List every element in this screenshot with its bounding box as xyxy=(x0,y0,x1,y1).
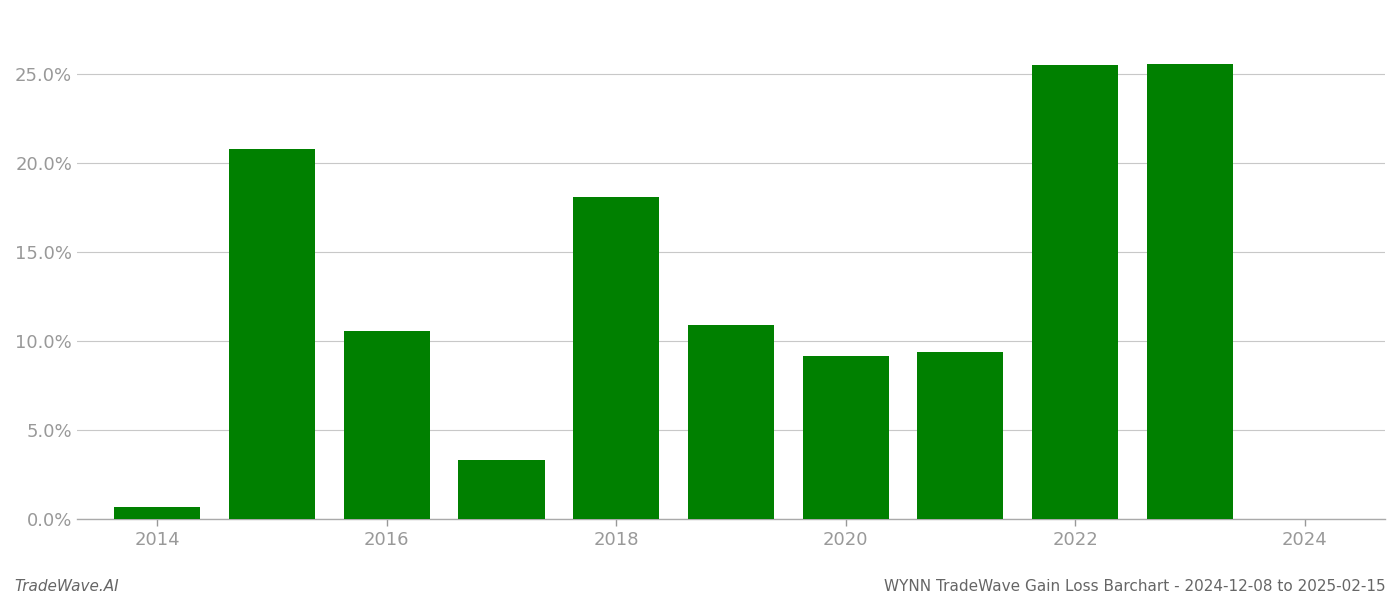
Bar xyxy=(230,149,315,519)
Text: WYNN TradeWave Gain Loss Barchart - 2024-12-08 to 2025-02-15: WYNN TradeWave Gain Loss Barchart - 2024… xyxy=(885,579,1386,594)
Bar xyxy=(573,197,659,519)
Bar xyxy=(802,356,889,519)
Bar xyxy=(687,325,774,519)
Bar xyxy=(115,507,200,519)
Text: TradeWave.AI: TradeWave.AI xyxy=(14,579,119,594)
Bar xyxy=(1032,65,1119,519)
Bar xyxy=(917,352,1004,519)
Bar xyxy=(458,460,545,519)
Bar xyxy=(344,331,430,519)
Bar xyxy=(1147,64,1233,519)
